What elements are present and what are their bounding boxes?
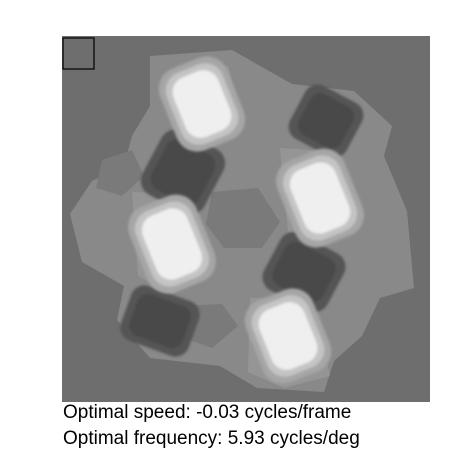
optimal-frequency-label: Optimal frequency: 5.93 cycles/deg <box>63 428 360 449</box>
optimal-speed-label: Optimal speed: -0.03 cycles/frame <box>63 402 352 423</box>
reference-box-marker <box>62 37 95 70</box>
dark-gabor-blob <box>288 84 364 158</box>
light-gabor-blob <box>244 288 332 384</box>
light-blobs <box>128 56 364 384</box>
dark-gabor-blob <box>140 129 226 215</box>
hex-cell-holes <box>96 150 280 348</box>
light-gabor-blob <box>158 56 246 152</box>
dark-blobs <box>120 84 364 357</box>
light-gabor-blob <box>128 194 216 294</box>
light-gabor-blob <box>276 148 364 248</box>
receptive-field-image <box>62 36 430 402</box>
dark-gabor-blob <box>120 285 200 357</box>
